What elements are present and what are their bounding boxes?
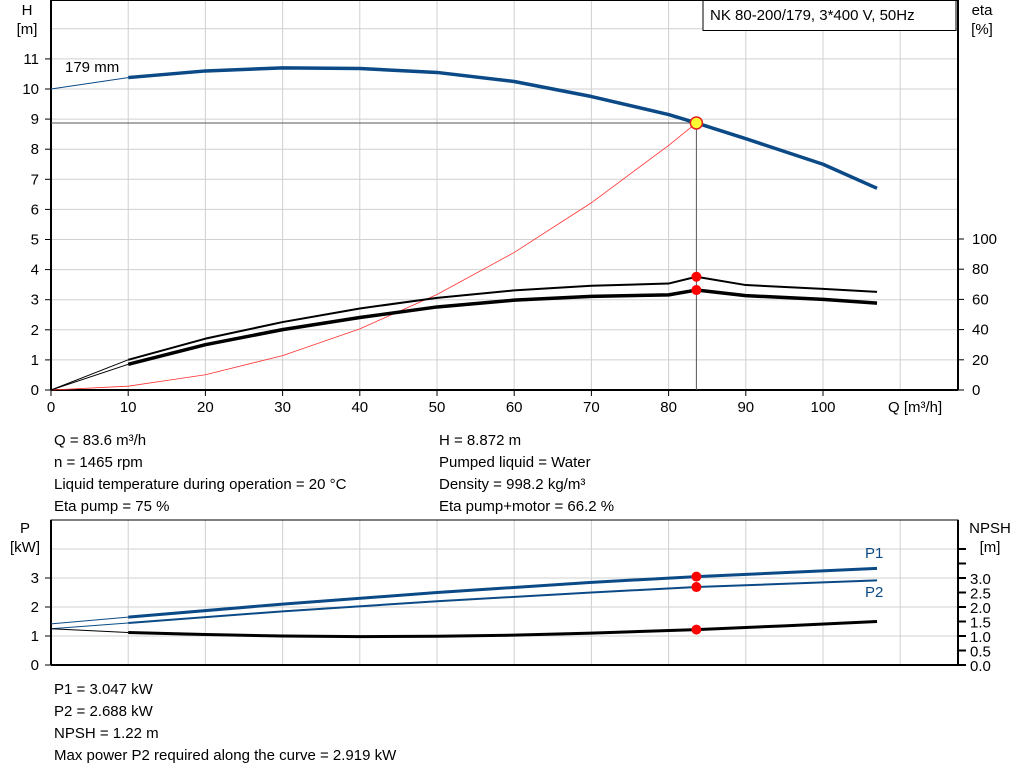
- y2-tick-label: 80: [972, 261, 989, 278]
- eta-pump-motor-curve-extrapolated: [50, 363, 129, 391]
- info-p2: P2 = 2.688 kW: [54, 703, 153, 720]
- eta-pump-motor-curve: [127, 288, 878, 367]
- npsh-curve-extrapolated: [50, 628, 129, 634]
- y-tick-label: 3: [31, 292, 39, 309]
- y-tick-label: 3: [31, 570, 39, 587]
- p1-curve: [128, 566, 878, 619]
- y-tick-label: 1: [31, 628, 39, 645]
- y2-tick-label: 1.0: [970, 629, 991, 646]
- y2-axis-label: eta: [972, 2, 994, 19]
- title-box: [702, 0, 957, 31]
- chart-title: NK 80-200/179, 3*400 V, 50Hz: [710, 7, 915, 24]
- info-top-right: H = 8.872 m Pumped liquid = Water Densit…: [439, 430, 614, 518]
- p2-curve: [128, 579, 878, 624]
- x-tick-label: 90: [737, 399, 754, 416]
- info-p1: P1 = 3.047 kW: [54, 681, 153, 698]
- y2-tick-label: 0: [972, 382, 980, 399]
- p1-marker: [691, 571, 702, 582]
- eta-pump-motor-marker: [691, 285, 702, 296]
- y-tick-label: 0: [31, 657, 39, 674]
- x-tick-label: 0: [47, 399, 55, 416]
- npsh-marker: [691, 624, 702, 635]
- y2-tick-label: 40: [972, 322, 989, 339]
- info-eta-pump-motor: Eta pump+motor = 66.2 %: [439, 498, 615, 515]
- x-tick-label: 20: [197, 399, 214, 416]
- y-tick-label: 8: [31, 141, 39, 158]
- y-axis-label: P: [20, 520, 30, 537]
- y2-tick-label: 60: [972, 291, 989, 308]
- info-top-left: Q = 83.6 m³/h n = 1465 rpm Liquid temper…: [54, 430, 346, 518]
- y-tick-label: 5: [31, 232, 39, 249]
- duty-point-marker: [689, 116, 704, 130]
- y-tick-label: 4: [31, 262, 39, 279]
- p2-label: P2: [865, 584, 883, 601]
- eta-pump-marker: [691, 271, 702, 282]
- npsh-curve: [128, 620, 878, 639]
- y-tick-label: 2: [31, 599, 39, 616]
- p1-label: P1: [865, 545, 883, 562]
- y2-tick-label: 0.0: [970, 658, 991, 675]
- info-eta-pump: Eta pump = 75 %: [54, 498, 170, 515]
- y2-tick-label: 2.5: [970, 586, 991, 603]
- y2-tick-label: 100: [972, 231, 997, 248]
- y-tick-label: 7: [31, 171, 39, 188]
- x-tick-label: 60: [506, 399, 523, 416]
- y-axis-unit: [kW]: [10, 539, 40, 556]
- x-tick-label: 30: [274, 399, 291, 416]
- x-axis-label: Q [m³/h]: [888, 399, 942, 416]
- x-tick-label: 10: [120, 399, 137, 416]
- y-tick-label: 2: [31, 322, 39, 339]
- p1-curve-extrapolated: [50, 616, 129, 625]
- y2-tick-label: 1.5: [970, 615, 991, 632]
- x-tick-label: 40: [351, 399, 368, 416]
- x-tick-label: 50: [429, 399, 446, 416]
- y2-tick-label: 0.5: [970, 644, 991, 661]
- x-tick-label: 80: [660, 399, 677, 416]
- y-axis-label: H: [22, 2, 33, 19]
- info-liquid: Pumped liquid = Water: [439, 454, 591, 471]
- info-max-p2: Max power P2 required along the curve = …: [54, 747, 397, 764]
- y-axis-unit: [m]: [17, 21, 38, 38]
- y2-axis-label: NPSH: [969, 520, 1011, 537]
- info-bottom: P1 = 3.047 kW P2 = 2.688 kW NPSH = 1.22 …: [54, 679, 396, 767]
- info-npsh: NPSH = 1.22 m: [54, 725, 159, 742]
- y2-axis-unit: [m]: [980, 539, 1001, 556]
- curve-label: 179 mm: [65, 59, 119, 76]
- head-curve-extrapolated: [50, 77, 129, 90]
- eta-pump-curve: [127, 275, 878, 361]
- y-tick-label: 0: [31, 382, 39, 399]
- x-tick-label: 100: [810, 399, 835, 416]
- y-tick-label: 1: [31, 352, 39, 369]
- head-curve: [128, 66, 878, 190]
- y2-tick-label: 2.0: [970, 600, 991, 617]
- info-h: H = 8.872 m: [439, 432, 522, 449]
- plot-frame-bottom: [50, 519, 959, 666]
- x-tick-label: 70: [583, 399, 600, 416]
- info-q: Q = 83.6 m³/h: [54, 432, 147, 449]
- system-curve: [50, 122, 697, 391]
- y-tick-label: 9: [31, 111, 39, 128]
- y2-axis-unit: [%]: [971, 21, 993, 38]
- y-tick-label: 6: [31, 201, 39, 218]
- y-tick-label: 11: [23, 51, 39, 68]
- info-n: n = 1465 rpm: [54, 454, 143, 471]
- eta-pump-curve-extrapolated: [50, 359, 129, 391]
- info-temp: Liquid temperature during operation = 20…: [54, 476, 347, 493]
- p2-curve-extrapolated: [50, 622, 129, 630]
- info-density: Density = 998.2 kg/m³: [439, 476, 586, 493]
- y2-tick-label: 3.0: [970, 571, 991, 588]
- y-tick-label: 10: [22, 81, 39, 98]
- p2-marker: [691, 582, 702, 593]
- y2-tick-label: 20: [972, 352, 989, 369]
